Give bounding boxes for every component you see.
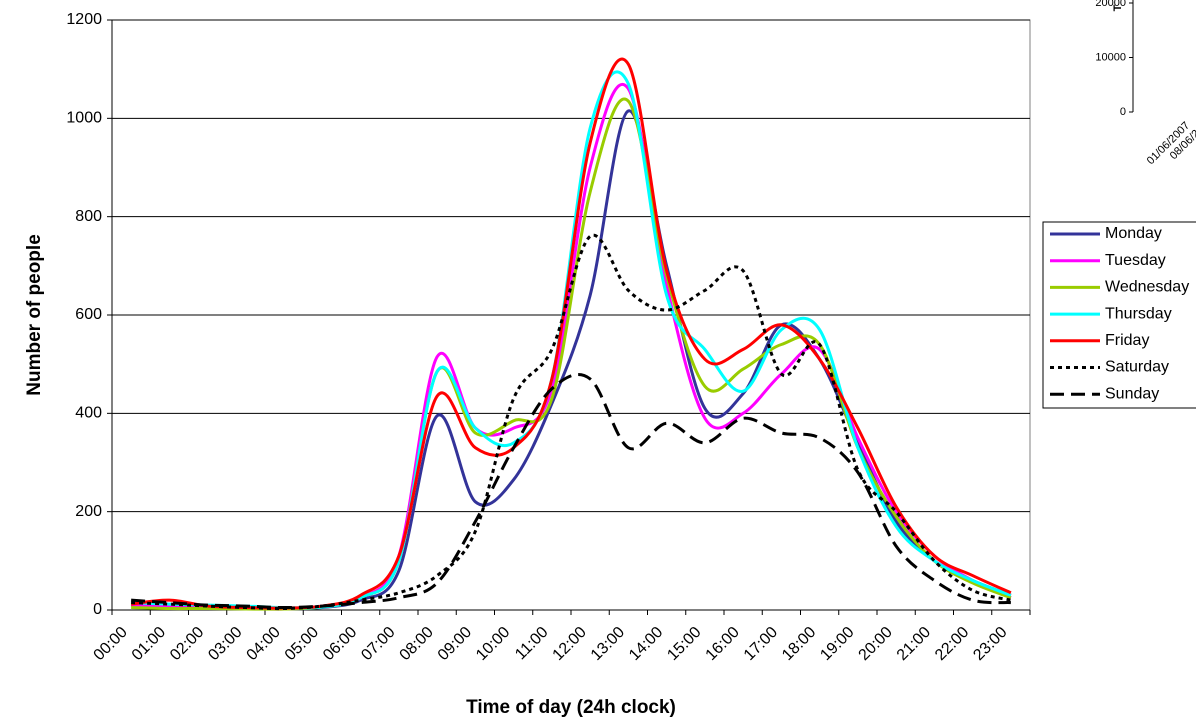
y-axis-title: Number of people: [24, 234, 45, 396]
x-tick-label: 06:00: [320, 624, 360, 664]
legend-label: Friday: [1105, 332, 1149, 349]
y-tick-label: 800: [75, 208, 102, 225]
legend-label: Tuesday: [1105, 252, 1166, 269]
y-tick-label: 1200: [66, 11, 102, 28]
x-tick-label: 09:00: [435, 624, 475, 664]
x-tick-label: 18:00: [779, 624, 819, 664]
x-tick-label: 10:00: [473, 624, 513, 664]
y-tick-label: 20000: [1095, 0, 1126, 9]
y-tick-label: 200: [75, 503, 102, 520]
x-tick-label: 13:00: [588, 624, 628, 664]
y-tick-label: 1000: [66, 110, 102, 127]
x-tick-label: 04:00: [244, 624, 284, 664]
x-tick-label: 23:00: [970, 624, 1010, 664]
x-tick-label: 14:00: [626, 624, 666, 664]
series-line: [130, 57, 1012, 610]
x-tick-label: 07:00: [358, 624, 398, 664]
x-tick-label: 12:00: [550, 624, 590, 664]
x-tick-label: 15:00: [664, 624, 704, 664]
x-tick-label: 17:00: [741, 624, 781, 664]
x-tick-label: 22:00: [932, 624, 972, 664]
y-axis-title: T: [1112, 4, 1124, 11]
x-tick-label: 03:00: [205, 624, 245, 664]
x-tick-label: 11:00: [512, 624, 552, 664]
x-tick-label: 02:00: [167, 624, 207, 664]
y-tick-label: 0: [1120, 106, 1126, 118]
legend-label: Thursday: [1105, 305, 1172, 322]
x-tick-label: 19:00: [817, 624, 857, 664]
x-tick-label: 08:00: [397, 624, 437, 664]
x-tick-label: 01:00: [129, 624, 169, 664]
legend-label: Wednesday: [1105, 279, 1189, 296]
x-tick-label: 16:00: [703, 624, 743, 664]
y-tick-label: 600: [75, 306, 102, 323]
y-tick-label: 0: [93, 601, 102, 618]
x-axis-title: Time of day (24h clock): [466, 697, 676, 718]
y-tick-label: 400: [75, 405, 102, 422]
y-tick-label: 10000: [1095, 51, 1126, 63]
legend-label: Saturday: [1105, 359, 1169, 376]
x-tick-label: 00:00: [91, 624, 131, 664]
legend-label: Sunday: [1105, 385, 1159, 402]
series-line: [131, 373, 1011, 610]
legend-label: Monday: [1105, 225, 1162, 242]
x-tick-label: 21:00: [894, 624, 934, 664]
x-tick-label: 05:00: [282, 624, 322, 664]
x-tick-label: 20:00: [856, 624, 896, 664]
